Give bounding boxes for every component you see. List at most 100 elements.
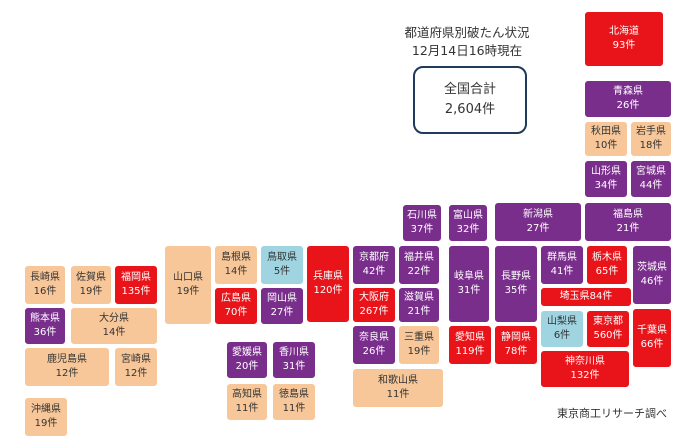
prefecture-count: 19件 [407,346,431,357]
prefecture-name: 秋田県 [591,126,621,137]
prefecture-name: 山梨県 [547,316,577,327]
prefecture-name: 熊本県 [30,313,60,324]
prefecture-count: 21件 [616,223,640,234]
prefecture-45: 徳島県 11件 [272,383,316,421]
prefecture-count: 11件 [386,389,410,400]
prefecture-44: 高知県 11件 [226,383,268,421]
prefecture-name: 佐賀県 [76,272,106,283]
prefecture-34: 奈良県 26件 [352,325,396,365]
prefecture-24: 広島県 70件 [214,287,258,325]
title-line-2: 12月14日16時現在 [411,43,523,58]
prefecture-17: 群馬県 41件 [540,245,584,285]
prefecture-count: 19件 [176,286,200,297]
prefecture-count: 26件 [362,346,386,357]
prefecture-name: 福島県 [613,209,643,220]
prefecture-name: 栃木県 [592,252,622,263]
prefecture-11: 鳥取県 5件 [260,245,304,285]
prefecture-42: 神奈川県 132件 [540,350,630,388]
prefecture-count: 78件 [504,346,528,357]
prefecture-name: 千葉県 [637,325,667,336]
prefecture-count: 11件 [235,403,259,414]
prefecture-count: 21件 [407,306,431,317]
prefecture-name: 愛媛県 [232,347,262,358]
prefecture-43: 和歌山県 11件 [352,368,444,408]
prefecture-3: 岩手県 18件 [630,121,672,157]
prefecture-count: 12件 [124,368,148,379]
prefecture-46: 沖縄県 19件 [24,397,68,437]
prefecture-name: 兵庫県 [313,271,343,282]
prefecture-18: 栃木県 65件 [586,245,628,285]
prefecture-25: 岡山県 27件 [260,287,304,325]
prefecture-count: 41件 [550,266,574,277]
prefecture-12: 兵庫県 120件 [306,245,350,323]
prefecture-count: 16件 [33,286,57,297]
prefecture-5: 宮城県 44件 [630,160,672,198]
prefecture-36: 愛知県 119件 [448,325,492,365]
prefecture-name: 高知県 [232,389,262,400]
title-line-1: 都道府県別破たん状況 [404,25,530,40]
prefecture-10: 島根県 14件 [214,245,258,285]
prefecture-name: 群馬県 [547,252,577,263]
prefecture-count: 18件 [639,140,663,151]
prefecture-name: 富山県 [453,210,483,221]
prefecture-count: 34件 [594,180,618,191]
prefecture-29: 熊本県 36件 [24,307,66,345]
prefecture-count: 35件 [504,285,528,296]
prefecture-count: 66件 [640,339,664,350]
prefecture-name: 神奈川県 [565,356,605,367]
prefecture-count: 84件 [589,291,613,302]
prefecture-count: 14件 [102,327,126,338]
prefecture-35: 三重県 19件 [398,325,440,365]
prefecture-name: 愛知県 [455,332,485,343]
prefecture-name: 鳥取県 [267,252,297,263]
prefecture-name: 奈良県 [359,332,389,343]
prefecture-name: 石川県 [407,210,437,221]
prefecture-count: 119件 [455,346,485,357]
prefecture-23: 山口県 19件 [164,245,212,325]
map-title: 都道府県別破たん状況 12月14日16時現在 [372,24,562,60]
prefecture-name: 岡山県 [267,293,297,304]
prefecture-name: 茨城県 [637,262,667,273]
prefecture-name: 広島県 [221,293,251,304]
prefecture-15: 岐阜県 31件 [448,245,490,323]
national-total-label: 全国合計 [443,82,496,97]
prefecture-32: 東京都 560件 [586,310,630,348]
prefecture-8: 新潟県 27件 [494,202,582,242]
prefecture-name: 沖縄県 [31,404,61,415]
prefecture-count: 32件 [456,224,480,235]
prefecture-count: 31件 [282,361,306,372]
prefecture-count: 27件 [270,307,294,318]
prefecture-count: 19件 [79,286,103,297]
prefecture-31: 山梨県 6件 [540,310,584,348]
prefecture-count: 22件 [407,266,431,277]
prefecture-name: 三重県 [404,332,434,343]
prefecture-count: 70件 [224,307,248,318]
prefecture-name: 宮崎県 [121,354,151,365]
prefecture-count: 46件 [640,276,664,287]
prefecture-20: 長崎県 16件 [24,265,66,305]
prefecture-count: 135件 [121,286,151,297]
prefecture-count: 27件 [526,223,550,234]
prefecture-2: 秋田県 10件 [584,121,628,157]
prefecture-name: 宮城県 [636,166,666,177]
prefecture-14: 福井県 22件 [398,245,440,285]
prefecture-name: 鹿児島県 [47,354,87,365]
prefecture-count: 560件 [593,330,623,341]
prefecture-39: 宮崎県 12件 [114,347,158,387]
prefecture-count: 37件 [410,224,434,235]
prefecture-name: 山形県 [591,166,621,177]
prefecture-name: 福岡県 [121,272,151,283]
prefecture-count: 19件 [34,418,58,429]
prefecture-13: 京都府 42件 [352,245,396,285]
prefecture-name: 埼玉県 [559,291,590,302]
prefecture-33: 千葉県 66件 [632,308,672,368]
prefecture-count: 93件 [612,40,636,51]
prefecture-count: 36件 [33,327,57,338]
prefecture-count: 120件 [313,285,343,296]
prefecture-26: 大阪府 267件 [352,287,396,323]
prefecture-38: 鹿児島県 12件 [24,347,110,387]
prefecture-name: 静岡県 [501,332,531,343]
prefecture-name: 青森県 [613,86,643,97]
prefecture-name: 京都府 [359,252,389,263]
prefecture-name: 大阪府 [359,292,389,303]
